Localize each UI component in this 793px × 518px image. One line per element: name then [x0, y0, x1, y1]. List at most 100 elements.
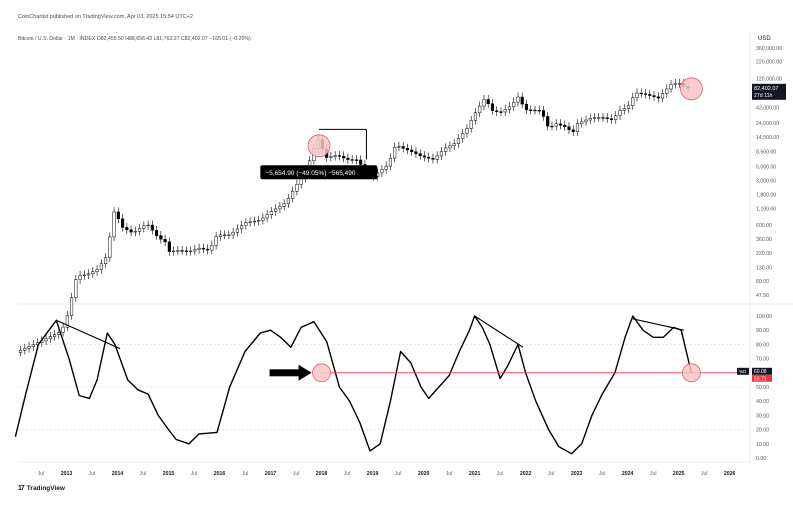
time-tick-label: Jul — [599, 471, 606, 477]
indicator-tick-label: 20.00 — [756, 428, 769, 434]
candle-up — [456, 138, 461, 144]
candle-down — [422, 155, 427, 158]
candle-up — [65, 315, 69, 328]
candle-down — [550, 125, 554, 128]
candle-down — [656, 96, 660, 99]
highlight-circle-2018-price — [307, 134, 331, 158]
candle-up — [333, 155, 337, 157]
time-tick-label: Jul — [242, 471, 249, 477]
time-tick-label: 2022 — [520, 471, 532, 477]
price-tick-label: 1,800.00 — [756, 193, 776, 199]
candle-up — [478, 105, 482, 113]
candle-up — [252, 220, 256, 223]
candle-up — [70, 297, 74, 316]
price-tick-label: 360.00 — [756, 237, 772, 243]
candle-down — [486, 99, 490, 104]
divergence-trendline — [632, 318, 684, 331]
candle-down — [337, 155, 341, 157]
candle-up — [176, 250, 180, 252]
price-axis-currency: USD — [758, 36, 771, 42]
candle-up — [248, 221, 252, 223]
time-tick-label: Jul — [191, 471, 198, 477]
candle-down — [652, 95, 656, 98]
candle-up — [99, 263, 103, 270]
candle-up — [223, 234, 227, 236]
candle-up — [554, 123, 558, 127]
price-tick-label: 14,500.00 — [756, 135, 779, 141]
candle-up — [133, 231, 137, 233]
indicator-tick-label: 50.00 — [756, 385, 769, 391]
candle-up — [380, 169, 384, 174]
symbol-line: Bitcoin / U.S. Dollar · 1M · INDEX O82,4… — [18, 36, 251, 42]
arrow-head-icon — [298, 364, 312, 381]
divergence-trendline — [56, 319, 121, 350]
candle-up — [210, 244, 214, 251]
stoch-k-badge — [752, 374, 772, 382]
candle-up — [112, 211, 116, 238]
indicator-tick-label: 80.00 — [756, 342, 769, 348]
candle-down — [524, 103, 529, 111]
candle-up — [172, 250, 176, 253]
candle-down — [529, 109, 533, 111]
candle-down — [125, 227, 129, 231]
candle-down — [571, 129, 575, 133]
candle-down — [643, 93, 648, 95]
candle-down — [418, 153, 422, 157]
candle-up — [78, 275, 82, 280]
price-tick-label: 47.50 — [756, 293, 769, 299]
candle-up — [588, 117, 592, 121]
price-tick-label: 3,000.00 — [756, 179, 776, 185]
last-price-badge — [752, 83, 786, 100]
candle-up — [465, 128, 469, 134]
candle-down — [359, 159, 363, 165]
time-tick-label: Jul — [497, 471, 504, 477]
candle-up — [665, 88, 669, 94]
arrow-shaft — [269, 369, 300, 377]
candle-down — [346, 157, 350, 160]
time-tick-label: 2017 — [265, 471, 277, 477]
candle-up — [439, 151, 444, 157]
candle-up — [677, 83, 682, 85]
stoch-d-prefix: %D — [739, 369, 747, 374]
tradingview-logo-icon: 17 — [18, 485, 25, 492]
candle-up — [660, 93, 665, 99]
candle-up — [592, 117, 597, 119]
candle-up — [44, 338, 48, 342]
candle-up — [82, 274, 86, 277]
candle-up — [197, 247, 201, 250]
candle-down — [167, 241, 171, 252]
candle-down — [533, 109, 537, 112]
candle-up — [631, 97, 635, 106]
candle-up — [257, 220, 261, 222]
candle-down — [201, 247, 205, 250]
price-pane[interactable] — [18, 78, 690, 357]
indicator-pane[interactable] — [14, 315, 745, 455]
candle-down — [405, 148, 410, 151]
last-price-label: 82,402.07 — [754, 86, 778, 92]
candle-up — [597, 117, 601, 119]
stoch-k-value: 59.71 — [754, 376, 767, 382]
candle-up — [295, 184, 299, 192]
axes: USD 360,000.00 220,000.00 120,000.00 42,000.… — [38, 36, 786, 477]
tradingview-logo[interactable]: 17 TradingView — [18, 485, 65, 492]
candle-up — [286, 198, 290, 204]
candle-up — [329, 156, 333, 158]
time-tick-label: 2015 — [163, 471, 175, 477]
candle-up — [91, 271, 95, 275]
candle-up — [146, 224, 150, 227]
candle-down — [609, 118, 614, 120]
candle-up — [388, 157, 392, 167]
highlight-circle-2018 — [312, 363, 331, 383]
candle-up — [52, 334, 57, 337]
time-tick-label: 2026 — [724, 471, 736, 477]
candle-down — [206, 248, 210, 251]
measure-label: −5,654.90 (−49.05%) −565,490 — [265, 170, 356, 177]
indicator-tick-label: 30.00 — [756, 413, 769, 419]
candle-up — [618, 110, 622, 116]
candle-up — [673, 83, 677, 85]
price-tick-label: 24,000.00 — [756, 121, 779, 127]
price-tick-label: 360,000.00 — [756, 46, 782, 52]
time-tick-label: 2023 — [571, 471, 583, 477]
candle-up — [291, 190, 295, 199]
